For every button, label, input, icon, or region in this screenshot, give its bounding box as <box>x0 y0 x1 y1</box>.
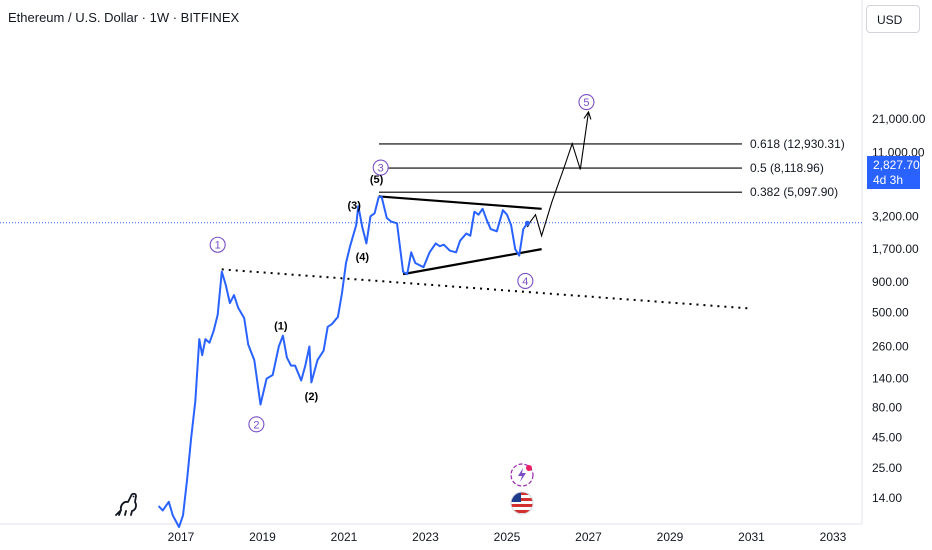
tradingview-logo-icon[interactable] <box>112 488 142 518</box>
wave-label-circle <box>372 159 389 176</box>
projection-arrowhead <box>583 110 592 120</box>
trendline-triangle-lower <box>402 248 542 276</box>
wave-label: 2 <box>253 419 259 431</box>
x-tick-label: 2023 <box>412 530 439 544</box>
y-tick-label: 14.00 <box>872 491 902 505</box>
wave-label: (5) <box>370 174 384 186</box>
wave-label: (3) <box>347 200 361 212</box>
y-tick-label: 900.00 <box>872 275 909 289</box>
y-tick-label: 1,700.00 <box>872 242 919 256</box>
fib-level-label: 0.382 (5,097.90) <box>750 185 838 199</box>
fib-level-label: 0.5 (8,118.96) <box>750 161 824 175</box>
wave-label: 3 <box>378 163 384 175</box>
y-tick-label: 3,200.00 <box>872 209 919 223</box>
last-price-marker <box>524 220 530 226</box>
x-tick-label: 2029 <box>657 530 684 544</box>
y-tick-label: 21,000.00 <box>872 112 926 126</box>
projection-path <box>526 111 590 238</box>
wave-label-circle <box>248 416 265 433</box>
y-tick-label: 25.00 <box>872 461 902 475</box>
x-tick-label: 2027 <box>575 530 602 544</box>
wave-label: 5 <box>583 97 589 109</box>
fib-level-label: 0.618 (12,930.31) <box>750 137 845 151</box>
bar-countdown: 4d 3h <box>873 173 904 187</box>
wave-label-circle <box>578 93 595 111</box>
y-tick-label: 500.00 <box>872 306 909 320</box>
currency-button[interactable]: USD <box>866 5 920 33</box>
price-series-line[interactable] <box>157 195 529 528</box>
us-flag-icon[interactable] <box>510 491 534 515</box>
x-tick-label: 2033 <box>820 530 847 544</box>
wave-label-circle <box>209 236 226 253</box>
x-tick-label: 2017 <box>168 530 195 544</box>
trendline-triangle-upper <box>378 195 542 210</box>
x-tick-label: 2025 <box>494 530 521 544</box>
current-price-value: 2,827.70 <box>873 158 920 172</box>
y-tick-label: 140.00 <box>872 372 909 386</box>
wave-label: (4) <box>356 252 370 264</box>
x-tick-label: 2031 <box>738 530 765 544</box>
x-tick-label: 2019 <box>249 530 276 544</box>
wave-label: (1) <box>274 320 288 332</box>
y-tick-label: 80.00 <box>872 401 902 415</box>
wave-label: (2) <box>305 391 319 403</box>
y-tick-label: 11,000.00 <box>872 145 925 159</box>
y-tick-label: 260.00 <box>872 339 909 353</box>
trendline-dotted-support <box>221 268 752 310</box>
y-tick-label: 45.00 <box>872 430 902 444</box>
ideas-sparkle-icon[interactable] <box>509 462 535 488</box>
wave-label: 1 <box>215 240 221 252</box>
chart-title: Ethereum / U.S. Dollar · 1W · BITFINEX <box>8 10 240 25</box>
x-tick-label: 2021 <box>331 530 358 544</box>
wave-label-circle <box>517 272 534 290</box>
current-price-tag: 2,827.70 4d 3h <box>867 156 920 189</box>
wave-label: 4 <box>522 276 528 288</box>
